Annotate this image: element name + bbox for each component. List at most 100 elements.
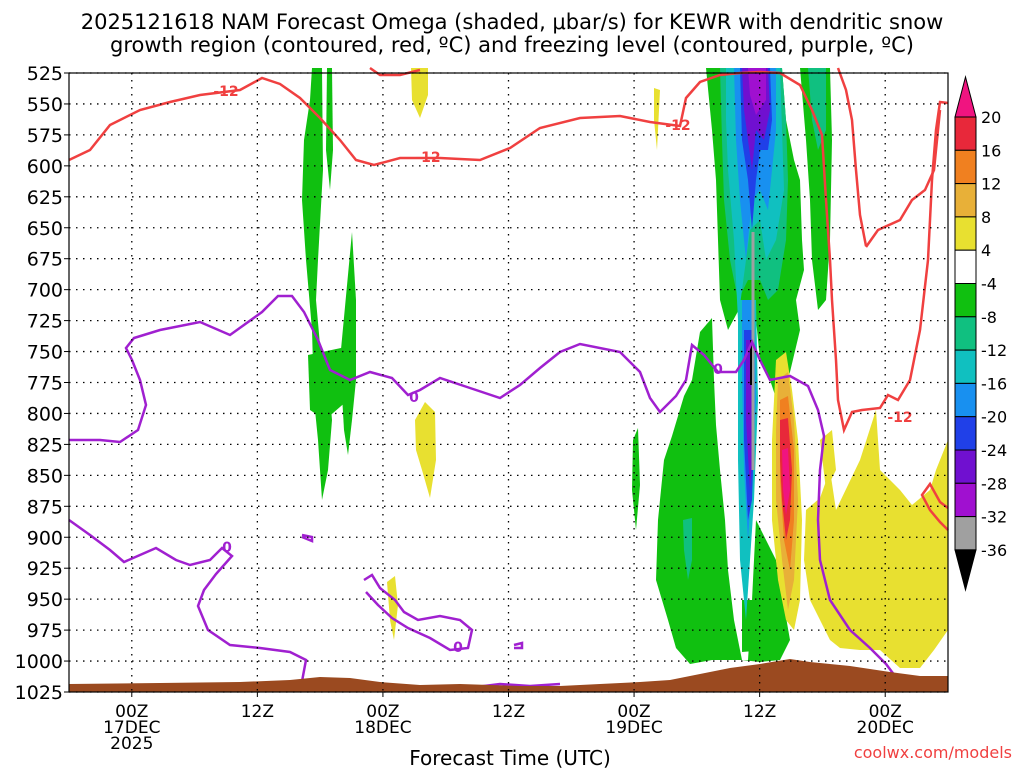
colorbar-label-7: -12 (981, 341, 1007, 360)
freezing-label-0: 0 (409, 390, 419, 406)
y-tick-label-9: 750 (27, 342, 63, 364)
freezing-label-1: 0 (222, 540, 232, 556)
dendritic-line-2 (836, 67, 868, 247)
y-tick-label-10: 775 (27, 373, 63, 395)
omega-region-14 (808, 68, 826, 150)
x-tick-label-2-1: 18DEC (354, 718, 411, 738)
dendritic-label-3: -12 (887, 410, 912, 426)
omega-region-22 (748, 68, 766, 115)
y-tick-label-13: 850 (27, 465, 63, 487)
omega-region-4 (411, 68, 428, 118)
colorbar-bin-6 (954, 316, 977, 351)
x-tick-label-6-0: 00Z (869, 702, 902, 722)
y-tick-label-14: 875 (27, 496, 63, 518)
colorbar-label-6: -8 (981, 308, 997, 327)
omega-region-30 (804, 410, 948, 668)
colorbar-label-10: -24 (981, 441, 1007, 460)
y-tick-label-1: 550 (27, 94, 63, 116)
omega-region-3 (308, 345, 355, 420)
x-tick-label-6-1: 20DEC (857, 718, 914, 738)
colorbar-bin-11 (954, 482, 977, 518)
colorbar-bin-5 (954, 283, 977, 318)
y-tick-label-11: 800 (27, 403, 63, 425)
x-tick-label-4-1: 19DEC (605, 718, 662, 738)
colorbar-label-4: 4 (981, 241, 991, 260)
dendritic-contours: -12 -12 -12 -12 (68, 66, 949, 531)
y-tick-label-6: 675 (27, 249, 63, 271)
freezing-line-0 (69, 294, 899, 681)
omega-region-29 (782, 448, 790, 515)
y-tick-label-16: 925 (27, 558, 63, 580)
y-tick-label-5: 650 (27, 218, 63, 240)
colorbar-bin-3 (954, 216, 977, 251)
x-tick-label-5-0: 12Z (743, 702, 776, 722)
x-tick-label-2-0: 00Z (366, 702, 399, 722)
colorbar-bin-10 (954, 449, 977, 484)
omega-region-6 (387, 576, 398, 640)
y-tick-label-19: 1000 (15, 651, 63, 673)
x-axis-label: Forecast Time (UTC) (409, 746, 611, 768)
colorbar-bin-8 (954, 382, 977, 418)
dendritic-label-1: -12 (415, 150, 440, 166)
colorbar: 20 16 12 8 4 -4 -8 -12 -16 -20 -24 -28 -32 -36 (954, 75, 1007, 592)
y-axis-ticks: 525 550 575 600 625 650 675 700 725 750 775 800 825 8… (15, 63, 69, 704)
y-tick-label-12: 825 (27, 434, 63, 456)
colorbar-label-3: 8 (981, 208, 991, 227)
grid (69, 72, 948, 693)
freezing-label-2: 0 (453, 640, 463, 656)
colorbar-top-arrow (954, 75, 977, 118)
colorbar-bin-12 (954, 516, 977, 551)
watermark: coolwx.com/models (854, 743, 1012, 762)
freezing-line-2 (301, 533, 314, 543)
colorbar-label-13: -36 (981, 541, 1007, 560)
y-tick-label-17: 950 (27, 589, 63, 611)
colorbar-bin-7 (954, 349, 977, 384)
dendritic-label-0: -12 (213, 84, 238, 100)
colorbar-label-5: -4 (981, 275, 997, 294)
colorbar-bin-2 (954, 183, 977, 218)
chart-title-line2: growth region (contoured, red, ºC) and f… (110, 33, 914, 57)
terrain-fill (69, 659, 948, 692)
plot-area: -12 -12 -12 -12 0 0 0 0 (68, 66, 949, 693)
freezing-line-1 (68, 518, 308, 693)
freezing-contours: 0 0 0 0 (68, 294, 899, 693)
colorbar-bin-4 (954, 249, 977, 284)
colorbar-label-2: 12 (981, 175, 1001, 194)
y-tick-label-8: 725 (27, 311, 63, 333)
omega-region-8 (632, 428, 640, 530)
colorbar-bin-1 (954, 149, 977, 185)
colorbar-label-12: -32 (981, 508, 1007, 527)
x-tick-label-4-0: 00Z (617, 702, 650, 722)
omega-region-9 (656, 318, 790, 664)
freezing-line-4 (513, 641, 524, 650)
colorbar-bin-0 (954, 116, 977, 151)
omega-region-10 (683, 518, 692, 580)
colorbar-bottom-arrow (954, 549, 977, 592)
omega-region-5 (415, 402, 436, 498)
y-tick-label-0: 525 (27, 63, 63, 85)
y-tick-label-20: 1025 (15, 682, 63, 704)
colorbar-label-0: 20 (981, 108, 1001, 127)
y-tick-label-3: 600 (27, 156, 63, 178)
x-tick-label-1-0: 12Z (241, 702, 274, 722)
dendritic-label-2: -12 (665, 118, 690, 134)
x-tick-label-0-2: 2025 (110, 734, 153, 754)
freezing-label-3: 0 (713, 362, 723, 378)
omega-shading (302, 68, 948, 668)
y-tick-label-15: 900 (27, 527, 63, 549)
y-tick-label-18: 975 (27, 620, 63, 642)
x-tick-label-0-0: 00Z (115, 702, 148, 722)
freezing-line-3 (363, 573, 474, 652)
colorbar-bin-9 (954, 416, 977, 451)
colorbar-label-1: 16 (981, 141, 1001, 160)
y-tick-label-4: 625 (27, 187, 63, 209)
omega-region-7 (654, 88, 660, 150)
dendritic-line-4 (920, 481, 949, 531)
dendritic-line-1 (864, 109, 942, 248)
x-tick-label-0-1: 17DEC (103, 718, 160, 738)
chart-title-line1: 2025121618 NAM Forecast Omega (shaded, μ… (81, 10, 944, 34)
colorbar-label-8: -16 (981, 374, 1007, 393)
y-tick-label-7: 700 (27, 280, 63, 302)
